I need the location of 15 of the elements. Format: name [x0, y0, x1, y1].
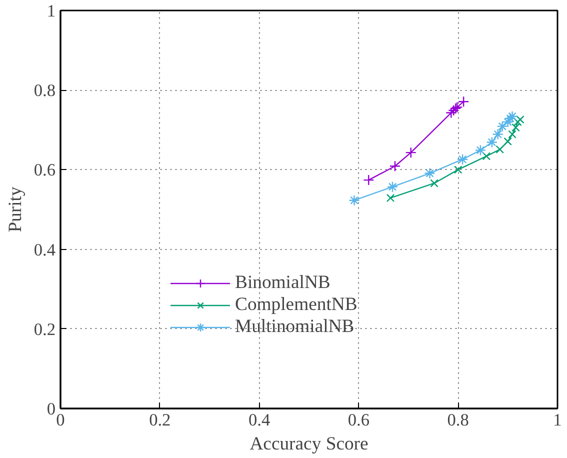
- x-axis-title: Accuracy Score: [250, 434, 368, 454]
- x-tick-label: 1: [553, 410, 562, 430]
- y-tick-label: 0.6: [34, 160, 56, 180]
- y-tick-label: 1: [46, 2, 56, 20]
- y-tick-label: 0.8: [34, 81, 56, 100]
- x-tick-label: 0.8: [447, 410, 469, 430]
- legend-label: ComplementNB: [235, 294, 358, 316]
- y-tick-label: 0.2: [34, 320, 56, 339]
- legend-label: MultinomialNB: [235, 316, 354, 338]
- x-tick-label: 0.4: [248, 410, 270, 430]
- x-tick-label: 0.6: [348, 410, 370, 430]
- x-tick-label: 0.2: [149, 410, 171, 430]
- legend-label: BinomialNB: [235, 272, 330, 294]
- y-axis-title: Purity: [4, 186, 26, 232]
- y-tick-label: 0.4: [34, 240, 56, 260]
